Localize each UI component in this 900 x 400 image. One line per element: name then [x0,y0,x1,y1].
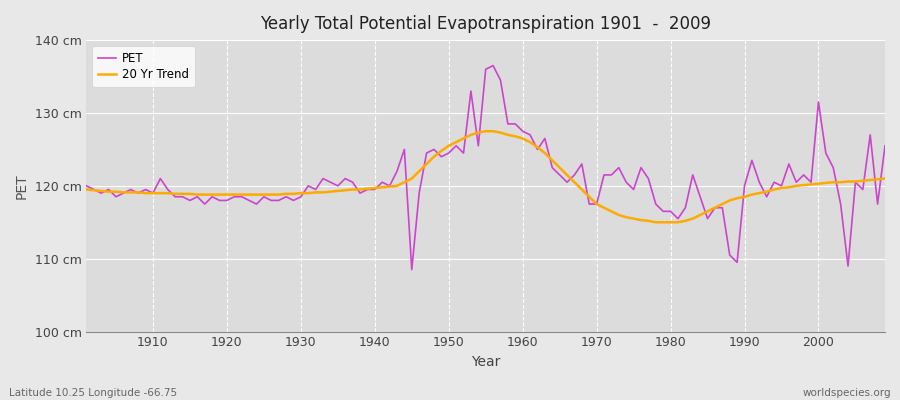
PET [140,187,151,192]
Text: Latitude 10.25 Longitude -66.75: Latitude 10.25 Longitude -66.75 [9,388,177,398]
20 Yr Trend [614,212,625,217]
PET [621,180,632,185]
PET [407,267,418,272]
PET [879,143,890,148]
Title: Yearly Total Potential Evapotranspiration 1901  -  2009: Yearly Total Potential Evapotranspiratio… [260,15,711,33]
PET [525,132,535,137]
PET [488,63,499,68]
Legend: PET, 20 Yr Trend: PET, 20 Yr Trend [93,46,194,87]
20 Yr Trend [302,191,313,196]
Text: worldspecies.org: worldspecies.org [803,388,891,398]
20 Yr Trend [347,187,358,192]
20 Yr Trend [879,176,890,181]
PET [81,184,92,188]
20 Yr Trend [651,220,661,225]
PET [532,147,543,152]
20 Yr Trend [481,129,491,134]
Y-axis label: PET: PET [15,173,29,199]
Line: 20 Yr Trend: 20 Yr Trend [86,131,885,222]
20 Yr Trend [518,136,528,141]
X-axis label: Year: Year [471,355,500,369]
Line: PET: PET [86,66,885,270]
20 Yr Trend [140,191,151,196]
PET [347,180,358,185]
20 Yr Trend [525,140,535,144]
20 Yr Trend [81,187,92,192]
PET [302,184,313,188]
